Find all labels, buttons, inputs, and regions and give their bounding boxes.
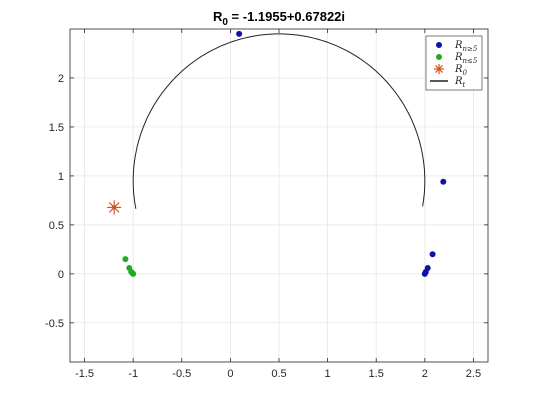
x-tick-label: 2 <box>422 368 428 380</box>
legend-entry-1: Rn≤5 <box>454 52 478 65</box>
legend-entry-subscript: n≤5 <box>463 57 478 65</box>
y-tick-label: 2 <box>58 73 64 85</box>
legend-entry-main: R <box>454 40 463 51</box>
legend-swatch-2 <box>434 64 444 74</box>
x-tick-label: -1 <box>128 368 138 380</box>
series-1-point <box>130 270 137 277</box>
chart-title: R0 = -1.1955+0.67822i <box>213 9 345 28</box>
x-tick-label: 2.5 <box>466 368 481 380</box>
x-tick-label: 0.5 <box>271 368 286 380</box>
series-0-point <box>429 251 436 258</box>
y-tick-label: 0.5 <box>49 220 64 232</box>
x-tick-label: 1 <box>325 368 331 380</box>
legend-entry-main: R <box>454 76 463 87</box>
y-tick-label: 0 <box>58 269 64 281</box>
legend-entry-2: R0 <box>454 64 468 77</box>
legend-swatch-1 <box>436 54 442 60</box>
series-0-point <box>236 30 243 37</box>
x-tick-label: -0.5 <box>172 368 191 380</box>
y-tick-label: 1 <box>58 171 64 183</box>
x-tick-label: 1.5 <box>369 368 384 380</box>
legend-entry-subscript: n≥5 <box>463 45 478 53</box>
legend-entry-subscript: t <box>463 81 466 89</box>
series-0-point <box>440 178 447 185</box>
y-tick-label: 1.5 <box>49 122 64 134</box>
legend-swatch-0 <box>436 42 442 48</box>
series-rt-curve <box>132 33 426 209</box>
ticks: -1.5 -1 -0.5 0 0.5 1 1.5 2 2.5 -0.5 0 0.5 1 1.5 2 <box>45 29 488 380</box>
series-layer <box>107 30 447 277</box>
grid <box>70 29 488 362</box>
r0-star-point <box>107 200 122 215</box>
x-tick-label: -1.5 <box>75 368 94 380</box>
legend-entry-main: R <box>454 52 463 63</box>
x-tick-label: 0 <box>227 368 233 380</box>
series-0-point <box>421 270 428 277</box>
legend-entry-subscript: 0 <box>463 69 468 77</box>
plot-area: -1.5 -1 -0.5 0 0.5 1 1.5 2 2.5 -0.5 0 0.5 1 1.5 2 <box>45 28 489 380</box>
legend-entry-0: Rn≥5 <box>454 40 478 53</box>
legend-entry-3: Rt <box>454 76 466 89</box>
chart-title-subscript: 0 <box>222 17 228 28</box>
series-1-point <box>122 256 129 263</box>
star-stroke <box>435 65 443 73</box>
chart-title-main: R <box>213 9 223 24</box>
y-tick-label: -0.5 <box>45 318 64 330</box>
star-stroke <box>108 202 120 213</box>
chart-title-rest: = -1.1955+0.67822i <box>228 9 345 24</box>
legend-entry-main: R <box>454 64 463 75</box>
